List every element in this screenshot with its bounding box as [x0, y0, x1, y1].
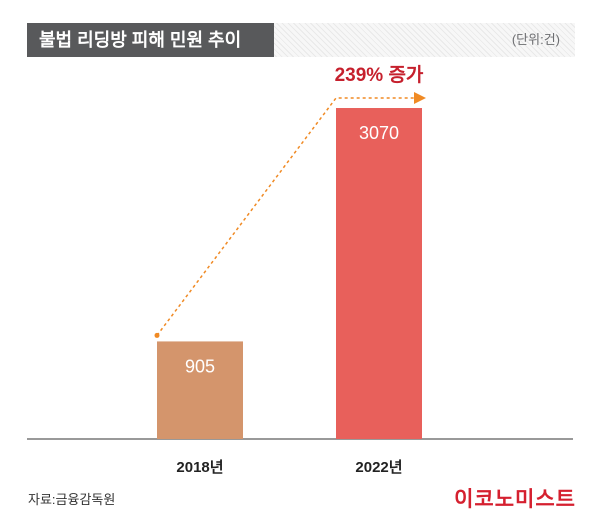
- trend-start-dot: [154, 332, 160, 338]
- trend-arrow-head: [414, 92, 426, 105]
- source-label: 자료:금융감독원: [28, 492, 116, 507]
- category-label-0: 2018년: [176, 459, 223, 476]
- economist-logo: 이코노미스트: [454, 488, 576, 511]
- trend-arrow-line: [156, 97, 414, 336]
- growth-annotation: 239% 증가: [335, 64, 424, 86]
- bars-group: 905 2018년 3070 2022년: [157, 108, 422, 476]
- bar-value-label-1: 3070: [359, 123, 399, 143]
- bar-1: [336, 108, 422, 439]
- chart-title: 불법 리딩방 피해 민원 추이: [39, 30, 242, 50]
- bar-value-label-0: 905: [185, 356, 215, 376]
- bar-0: [157, 341, 243, 439]
- category-label-1: 2022년: [355, 459, 402, 476]
- unit-label: (단위:건): [511, 32, 560, 47]
- title-box: 불법 리딩방 피해 민원 추이: [27, 23, 274, 57]
